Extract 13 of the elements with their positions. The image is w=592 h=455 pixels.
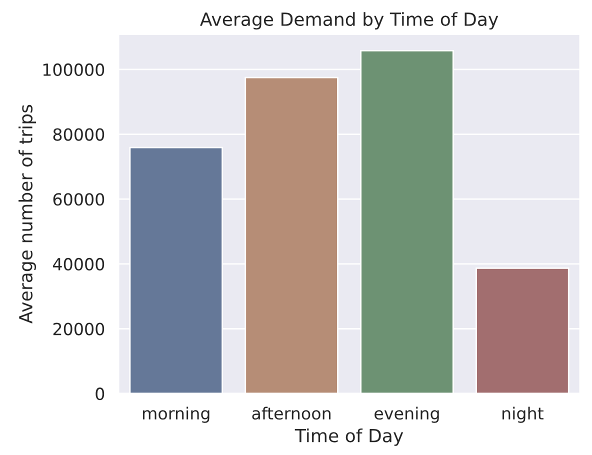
y-tick-label: 100000 bbox=[43, 63, 104, 76]
y-tick-label: 60000 bbox=[53, 193, 104, 206]
chart-title: Average Demand by Time of Day bbox=[200, 12, 498, 30]
y-tick-label: 80000 bbox=[53, 128, 104, 141]
y-tick-label: 20000 bbox=[53, 322, 104, 336]
x-tick-label: afternoon bbox=[252, 406, 330, 420]
x-axis-title: Time of Day bbox=[294, 428, 404, 446]
y-tick-label: 0 bbox=[96, 388, 104, 400]
x-tick-label: evening bbox=[374, 406, 439, 423]
x-tick-label: night bbox=[502, 406, 544, 423]
y-tick-label: 40000 bbox=[53, 258, 104, 270]
x-tick-label: morning bbox=[142, 406, 210, 423]
y-axis-title: Average number of trips bbox=[18, 104, 36, 324]
